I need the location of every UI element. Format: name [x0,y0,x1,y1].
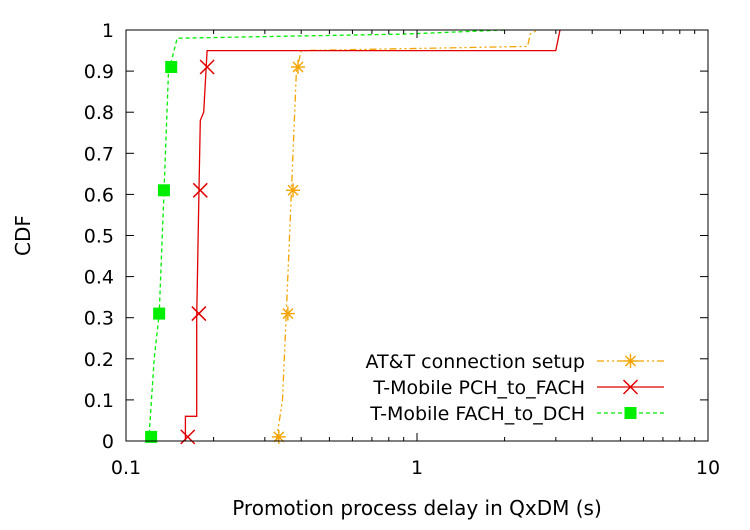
legend-label: T-Mobile PCH_to_FACH [372,377,585,399]
series-1 [180,29,561,445]
marker-stroke [625,355,636,367]
y-axis-title: CDF [11,215,35,256]
marker-stroke [282,308,294,320]
legend-swatch-marker [623,354,638,368]
data-point [280,306,295,321]
marker-stroke [180,429,196,445]
y-tick-label: 0.3 [84,308,114,330]
y-tick-label: 0.5 [84,226,114,248]
marker-stroke [622,379,639,395]
y-tick-label: 0 [102,431,114,453]
x-tick-label: 10 [696,457,720,479]
series-layer [145,29,561,445]
legend-swatch-marker [624,407,637,419]
y-tick-label: 0.9 [84,61,114,83]
x-axis-title: Promotion process delay in QxDM (s) [232,496,602,520]
x-tick-label: 0.1 [111,457,141,479]
series-0 [271,29,539,444]
legend: AT&T connection setup T-Mobile PCH_to_FAC… [366,351,664,425]
marker-stroke [273,431,285,443]
legend-swatch-marker [622,379,639,395]
x-tick-label: 1 [411,457,423,479]
data-point [180,429,196,445]
y-tick-label: 1 [102,20,114,42]
data-point [157,184,170,197]
series-line [184,29,561,441]
series-2 [145,29,505,443]
legend-label: T-Mobile FACH_to_DCH [369,403,585,425]
marker-stroke [192,182,208,198]
y-tick-label: 0.6 [84,184,114,206]
series-line [276,29,539,441]
marker-stroke [199,59,215,75]
y-tick-label: 0.7 [84,143,114,165]
marker-stroke [191,306,207,322]
y-tick-label: 0.4 [84,267,114,289]
marker-stroke [287,184,299,196]
series-line [148,29,505,441]
ticks-layer: 0 0.1 0.2 0.3 0.4 0.5 0.6 0.7 0.8 0.9 1 0.1 1 10 [84,20,720,479]
data-point [153,307,166,320]
data-point [191,306,207,322]
data-point [271,429,286,444]
marker-stroke [292,61,304,73]
legend-label: AT&T connection setup [366,351,585,373]
data-point [192,182,208,198]
y-tick-label: 0.8 [84,102,114,124]
data-point [165,60,178,73]
data-point [199,59,215,75]
y-tick-label: 0.1 [84,390,114,412]
data-point [145,430,158,443]
y-tick-label: 0.2 [84,349,114,371]
data-point [290,59,305,74]
data-point [286,183,301,198]
